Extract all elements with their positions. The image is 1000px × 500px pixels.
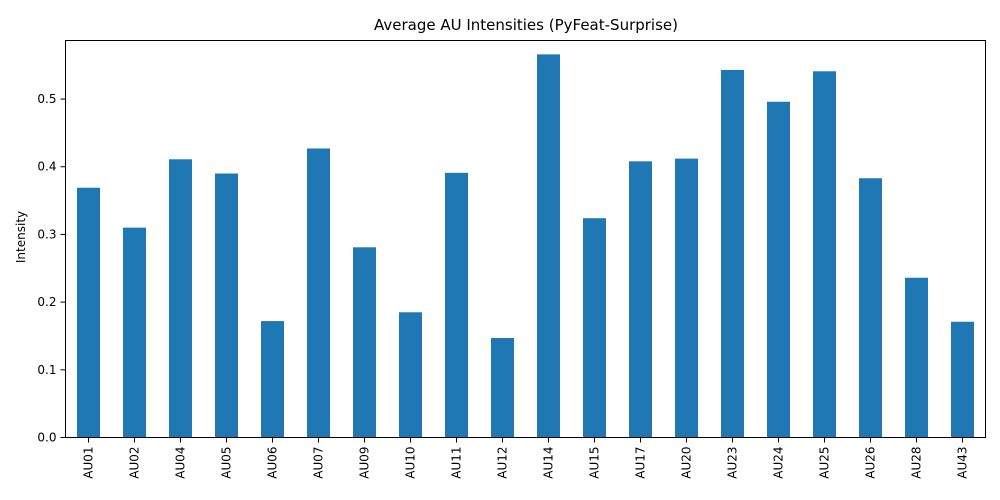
bar-au26 <box>859 178 882 438</box>
y-tick-label: 0.0 <box>37 431 56 445</box>
x-tick-label: AU25 <box>818 447 832 479</box>
x-tick-label: AU10 <box>404 447 418 479</box>
x-tick-label: AU05 <box>220 447 234 479</box>
x-ticks-layer: AU01 AU02 AU04 AU05 AU06 AU07 AU09 AU10 AU11 AU12… <box>82 437 970 479</box>
bar-au01 <box>77 187 100 438</box>
y-tick-label: 0.1 <box>37 363 56 377</box>
y-tick-label: 0.5 <box>37 92 56 106</box>
bar-au12 <box>491 337 514 438</box>
x-tick-label: AU28 <box>910 447 924 479</box>
bar-au10 <box>399 312 422 438</box>
x-tick-label: AU43 <box>956 447 970 479</box>
bar-au24 <box>767 101 790 438</box>
x-tick-label: AU04 <box>174 447 188 479</box>
bar-au25 <box>813 71 836 438</box>
x-tick-label: AU11 <box>450 447 464 479</box>
x-tick-label: AU09 <box>358 447 372 479</box>
y-tick-label: 0.3 <box>37 227 56 241</box>
x-tick-label: AU06 <box>266 447 280 479</box>
x-tick-label: AU23 <box>726 447 740 479</box>
y-ticks-layer: 0.0 0.1 0.2 0.3 0.4 0.5 <box>37 92 66 445</box>
y-axis-label: Intensity <box>14 211 28 263</box>
bar-au14 <box>537 54 560 438</box>
bar-au28 <box>905 277 928 438</box>
x-tick-label: AU02 <box>128 447 142 479</box>
bar-au02 <box>123 227 146 438</box>
plot-frame <box>65 40 986 438</box>
x-tick-label: AU15 <box>588 447 602 479</box>
x-tick-label: AU24 <box>772 447 786 479</box>
bar-au05 <box>215 173 238 438</box>
y-tick-label: 0.2 <box>37 295 56 309</box>
x-tick-label: AU17 <box>634 447 648 479</box>
x-tick-label: AU12 <box>496 447 510 479</box>
bar-au07 <box>307 148 330 438</box>
bar-au23 <box>721 69 744 438</box>
bars-layer <box>77 54 974 438</box>
bar-au06 <box>261 321 284 438</box>
x-tick-label: AU14 <box>542 447 556 479</box>
x-tick-label: AU20 <box>680 447 694 479</box>
x-tick-label: AU26 <box>864 447 878 479</box>
bar-au20 <box>675 158 698 438</box>
y-tick-label: 0.4 <box>37 160 56 174</box>
bar-au04 <box>169 159 192 438</box>
bar-au17 <box>629 161 652 438</box>
bar-au11 <box>445 172 468 438</box>
x-tick-label: AU01 <box>82 447 96 479</box>
bar-au09 <box>353 247 376 438</box>
bar-au15 <box>583 218 606 438</box>
chart-title: Average AU Intensities (PyFeat-Surprise) <box>374 16 678 34</box>
x-tick-label: AU07 <box>312 447 326 479</box>
bar-au43 <box>951 321 974 438</box>
